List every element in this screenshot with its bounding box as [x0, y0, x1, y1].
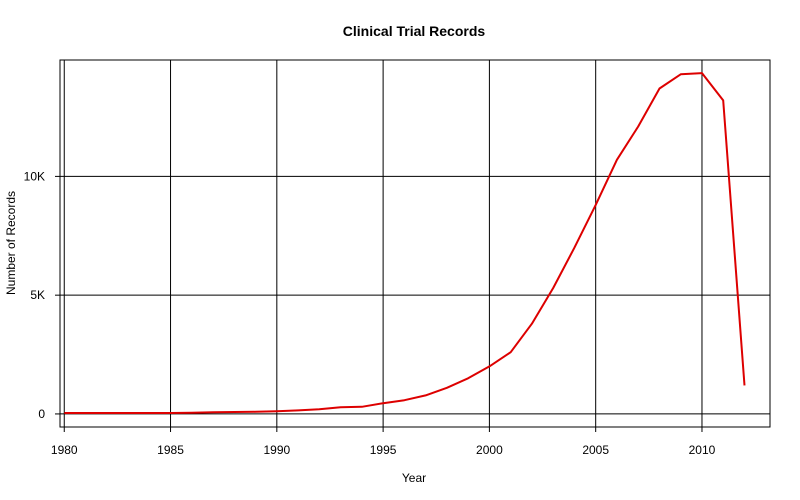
series-line — [64, 72, 746, 414]
x-tick-labels: 1980 1985 1990 1995 2000 2005 2010 — [51, 427, 716, 457]
chart-title: Clinical Trial Records — [343, 23, 486, 39]
y-tick-labels: 0 5K 10K — [24, 169, 60, 421]
y-tick-label: 5K — [30, 288, 45, 302]
x-tick-label: 1985 — [157, 443, 184, 457]
y-tick-label: 0 — [38, 407, 45, 421]
x-tick-label: 1990 — [263, 443, 290, 457]
x-tick-label: 2000 — [476, 443, 503, 457]
grid-lines — [60, 60, 770, 427]
plot-frame — [59, 59, 771, 428]
x-tick-label: 1980 — [51, 443, 78, 457]
x-tick-label: 2005 — [582, 443, 609, 457]
y-tick-label: 10K — [24, 169, 45, 183]
x-axis-label: Year — [402, 471, 426, 485]
series-lines — [64, 72, 746, 414]
x-tick-label: 1995 — [370, 443, 397, 457]
y-axis-label: Number of Records — [4, 191, 18, 295]
x-tick-label: 2010 — [689, 443, 716, 457]
